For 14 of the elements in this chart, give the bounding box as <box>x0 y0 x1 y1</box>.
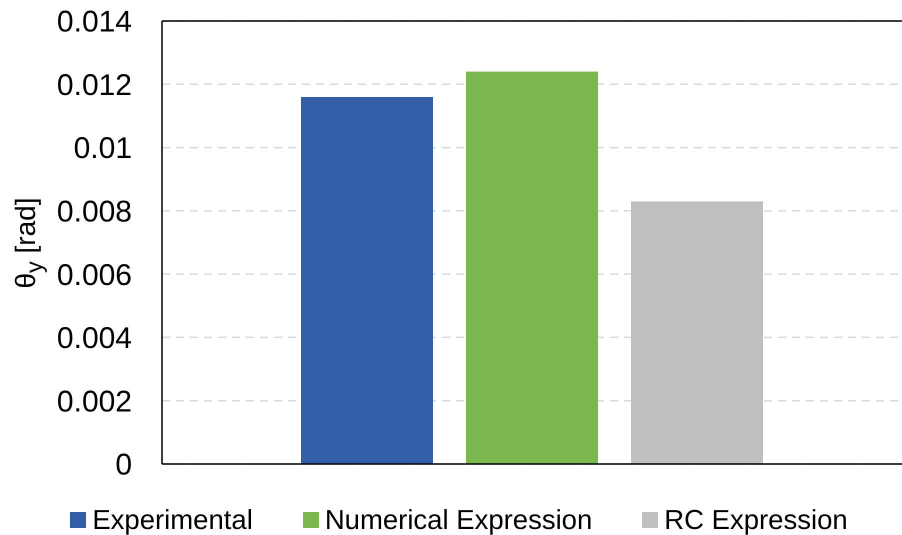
y-tick-label: 0.014 <box>56 6 132 39</box>
bar <box>301 96 433 464</box>
y-tick-label: 0.008 <box>56 196 132 229</box>
legend-label: Numerical Expression <box>324 504 592 535</box>
y-tick-label: 0.004 <box>56 322 132 356</box>
bar <box>466 72 598 464</box>
bar <box>631 201 763 464</box>
y-tick-label: 0.01 <box>74 132 132 166</box>
y-tick-label: 0.006 <box>56 258 132 292</box>
legend-label: RC Expression <box>664 504 848 535</box>
legend-label: Experimental <box>92 504 253 535</box>
y-tick-label: 0.002 <box>56 385 132 418</box>
y-tick-label: 0.012 <box>56 68 132 102</box>
y-tick-label: 0 <box>115 448 132 482</box>
